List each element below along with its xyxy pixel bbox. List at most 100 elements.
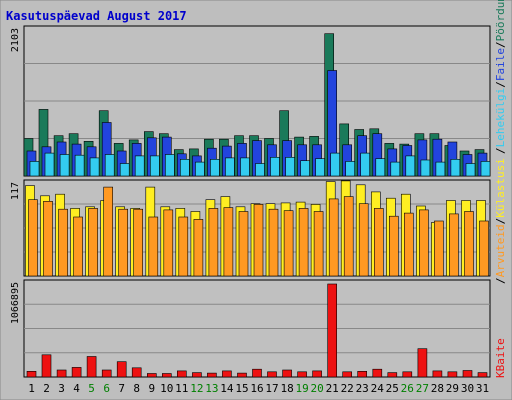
x-tick-label: 31 bbox=[476, 382, 489, 395]
chart-title: Kasutuspäevad August 2017 bbox=[6, 9, 187, 23]
bar-visits-Arvuteid-30 bbox=[464, 211, 474, 277]
x-tick-label: 30 bbox=[461, 382, 474, 395]
panel-visits bbox=[23, 179, 491, 277]
bar-traffic-Lehekülgi-7 bbox=[119, 163, 130, 177]
bar-visits-Arvuteid-16 bbox=[253, 204, 264, 277]
legend-item-Lehekülgi: Lehekülgi bbox=[494, 88, 507, 148]
bar-traffic-Lehekülgi-6 bbox=[104, 154, 115, 177]
x-tick-label: 4 bbox=[73, 382, 80, 395]
bar-traffic-Lehekülgi-23 bbox=[360, 152, 371, 177]
bar-kbytes-KBaite-5 bbox=[86, 356, 97, 378]
bar-visits-Arvuteid-4 bbox=[73, 216, 83, 277]
bar-kbytes-KBaite-18 bbox=[282, 369, 292, 378]
bar-kbytes-KBaite-8 bbox=[131, 367, 142, 378]
bar-visits-Arvuteid-7 bbox=[118, 208, 128, 277]
bar-visits-Arvuteid-15 bbox=[238, 211, 249, 277]
bar-traffic-Lehekülgi-24 bbox=[375, 158, 386, 177]
bar-visits-Arvuteid-1 bbox=[28, 199, 38, 277]
bar-kbytes-KBaite-20 bbox=[312, 370, 322, 378]
x-tick-label: 19 bbox=[295, 382, 308, 395]
bar-visits-Arvuteid-25 bbox=[388, 215, 399, 277]
bar-visits-Arvuteid-24 bbox=[373, 208, 384, 277]
bar-visits-Arvuteid-3 bbox=[58, 208, 68, 277]
bar-visits-Arvuteid-23 bbox=[358, 203, 369, 277]
x-tick-label: 26 bbox=[401, 382, 414, 395]
x-tick-label: 6 bbox=[103, 382, 110, 395]
panel-kbytes bbox=[23, 279, 491, 378]
x-tick-label: 2 bbox=[43, 382, 50, 395]
bar-kbytes-KBaite-9 bbox=[147, 373, 157, 378]
bar-kbytes-KBaite-1 bbox=[26, 370, 37, 378]
bar-visits-Arvuteid-6 bbox=[103, 186, 113, 277]
bar-traffic-Lehekülgi-12 bbox=[195, 161, 205, 177]
bar-traffic-Lehekülgi-26 bbox=[405, 155, 416, 177]
x-tick-label: 29 bbox=[446, 382, 459, 395]
bar-visits-Arvuteid-9 bbox=[148, 216, 159, 277]
legend-item-KBaite: KBaite bbox=[494, 338, 507, 378]
bar-traffic-Lehekülgi-20 bbox=[315, 158, 325, 177]
plot-panels bbox=[23, 25, 491, 378]
bar-traffic-Lehekülgi-14 bbox=[225, 157, 235, 177]
legend-text: KBaite/Arvuteid/Külastusi/Lehekülgi/Fail… bbox=[494, 0, 507, 378]
bar-visits-Arvuteid-10 bbox=[163, 209, 174, 277]
bar-traffic-Lehekülgi-1 bbox=[29, 161, 40, 177]
bar-kbytes-KBaite-10 bbox=[162, 373, 172, 378]
bar-traffic-Lehekülgi-5 bbox=[89, 157, 100, 177]
bar-traffic-Lehekülgi-25 bbox=[390, 161, 401, 177]
legend-item-Arvuteid: Arvuteid bbox=[494, 224, 507, 277]
x-tick-label: 9 bbox=[148, 382, 155, 395]
legend-separator: / bbox=[494, 81, 507, 88]
y-axis-max-labels: 2103 117 1066895 bbox=[10, 28, 21, 324]
x-tick-label: 15 bbox=[235, 382, 248, 395]
x-tick-label: 28 bbox=[431, 382, 444, 395]
bar-visits-Arvuteid-26 bbox=[403, 212, 414, 277]
x-tick-label: 14 bbox=[220, 382, 234, 395]
bar-kbytes-KBaite-21 bbox=[327, 283, 338, 378]
x-tick-label: 20 bbox=[310, 382, 323, 395]
bar-kbytes-KBaite-12 bbox=[192, 372, 202, 378]
bar-traffic-Lehekülgi-27 bbox=[420, 159, 431, 177]
x-tick-label: 16 bbox=[250, 382, 263, 395]
bar-visits-Arvuteid-5 bbox=[88, 208, 98, 277]
legend-item-Faile: Faile bbox=[494, 48, 507, 81]
legend: KBaite/Arvuteid/Külastusi/Lehekülgi/Fail… bbox=[494, 0, 507, 378]
bar-kbytes-KBaite-17 bbox=[267, 371, 277, 378]
bar-kbytes-KBaite-2 bbox=[41, 354, 52, 378]
bar-kbytes-KBaite-22 bbox=[342, 371, 353, 378]
x-tick-label: 1 bbox=[28, 382, 35, 395]
bar-visits-Arvuteid-28 bbox=[434, 220, 444, 277]
bar-visits-Arvuteid-22 bbox=[343, 196, 354, 277]
bar-kbytes-KBaite-28 bbox=[432, 370, 443, 378]
legend-separator: / bbox=[494, 218, 507, 225]
bar-visits-Arvuteid-12 bbox=[193, 219, 204, 277]
bar-kbytes-KBaite-11 bbox=[177, 370, 187, 378]
y-max-label-visits: 117 bbox=[10, 182, 21, 200]
bar-visits-Arvuteid-21 bbox=[328, 198, 339, 277]
x-tick-label: 5 bbox=[88, 382, 95, 395]
x-tick-label: 3 bbox=[58, 382, 65, 395]
x-tick-label: 11 bbox=[175, 382, 188, 395]
x-tick-label: 25 bbox=[386, 382, 399, 395]
y-max-label-kbytes: 1066895 bbox=[10, 282, 21, 324]
bar-kbytes-KBaite-3 bbox=[56, 369, 67, 378]
bar-traffic-Lehekülgi-17 bbox=[270, 157, 280, 177]
bar-visits-Arvuteid-27 bbox=[419, 209, 429, 277]
x-tick-label: 27 bbox=[416, 382, 429, 395]
bar-traffic-Lehekülgi-9 bbox=[150, 155, 160, 177]
bar-visits-Arvuteid-29 bbox=[449, 213, 459, 277]
bar-kbytes-KBaite-19 bbox=[297, 371, 307, 378]
bar-kbytes-KBaite-24 bbox=[372, 368, 383, 378]
bar-visits-Arvuteid-17 bbox=[268, 208, 279, 277]
bar-traffic-Lehekülgi-8 bbox=[134, 155, 145, 177]
bar-traffic-Lehekülgi-28 bbox=[435, 161, 446, 177]
bar-kbytes-KBaite-26 bbox=[402, 371, 413, 378]
bar-kbytes-KBaite-14 bbox=[222, 370, 232, 378]
x-tick-label: 18 bbox=[280, 382, 293, 395]
x-axis-tick-labels: 1 2 3 4 5 6 7 8 9 10 11 12 13 14 15 16 17 18 19 20 21 22 23 24 2… bbox=[28, 382, 489, 395]
x-tick-label: 12 bbox=[190, 382, 203, 395]
bar-kbytes-KBaite-15 bbox=[237, 372, 247, 378]
bar-visits-Arvuteid-20 bbox=[313, 211, 324, 277]
bar-visits-Arvuteid-2 bbox=[43, 201, 53, 277]
x-tick-label: 7 bbox=[118, 382, 125, 395]
bar-kbytes-KBaite-7 bbox=[116, 361, 127, 378]
